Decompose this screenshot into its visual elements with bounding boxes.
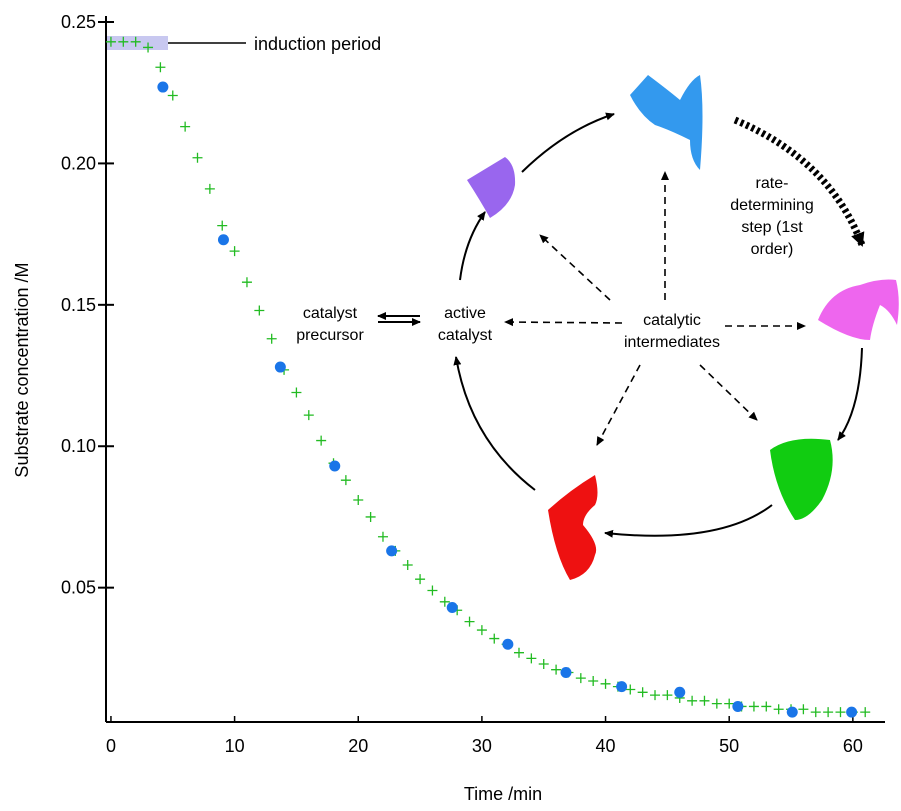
data-point	[773, 704, 784, 715]
data-point	[489, 633, 500, 644]
induction-band	[106, 36, 168, 50]
data-point	[662, 690, 673, 701]
data-point	[329, 460, 341, 472]
data-point	[650, 690, 661, 701]
data-point	[415, 574, 426, 585]
data-point	[600, 678, 611, 689]
data-point	[386, 545, 398, 557]
x-tick-label: 20	[348, 736, 368, 756]
x-axis-label: Time /min	[464, 784, 542, 804]
data-point	[637, 687, 648, 698]
data-point	[687, 695, 698, 706]
data-point	[340, 475, 351, 486]
data-point	[575, 673, 586, 684]
data-point	[204, 183, 215, 194]
data-point	[476, 625, 487, 636]
diagram-label: intermediates	[624, 334, 720, 351]
data-point	[616, 681, 628, 693]
y-axis-label: Substrate concentration /M	[12, 262, 32, 477]
data-point	[130, 36, 141, 47]
diagram-label: step (1st	[741, 219, 803, 236]
data-point	[860, 707, 871, 718]
data-point	[439, 596, 450, 607]
data-point	[810, 707, 821, 718]
data-point	[402, 560, 413, 571]
data-point	[303, 410, 314, 421]
data-point	[241, 277, 252, 288]
data-point	[316, 435, 327, 446]
y-tick-label: 0.25	[61, 12, 96, 32]
x-tick-label: 40	[596, 736, 616, 756]
data-point	[365, 511, 376, 522]
data-point	[167, 90, 178, 101]
y-tick-label: 0.20	[61, 153, 96, 173]
data-point	[353, 494, 364, 505]
data-point	[588, 675, 599, 686]
x-tick-label: 0	[106, 736, 116, 756]
data-point	[266, 333, 277, 344]
data-point	[711, 698, 722, 709]
data-point	[625, 684, 636, 695]
diagram-label: catalytic	[643, 312, 701, 329]
y-tick-label: 0.05	[61, 578, 96, 598]
diagram-label: catalyst	[438, 327, 493, 344]
data-point	[157, 81, 169, 93]
data-point	[464, 616, 475, 627]
x-tick-label: 50	[719, 736, 739, 756]
data-point	[551, 664, 562, 675]
diagram-label: precursor	[296, 327, 364, 344]
data-point	[446, 601, 458, 613]
diagram-label: active	[444, 305, 486, 322]
data-point	[155, 62, 166, 73]
data-point	[786, 706, 798, 718]
y-tick-label: 0.15	[61, 295, 96, 315]
diagram-label: order)	[751, 241, 794, 258]
data-point	[143, 42, 154, 53]
data-point	[217, 220, 228, 231]
x-tick-label: 10	[225, 736, 245, 756]
diagram-label: catalyst	[303, 305, 358, 322]
data-point	[502, 638, 514, 650]
data-point	[217, 234, 229, 246]
x-tick-label: 60	[843, 736, 863, 756]
catalytic-cycle	[377, 75, 899, 580]
data-point	[748, 701, 759, 712]
data-point	[427, 585, 438, 596]
data-point	[526, 653, 537, 664]
data-point	[538, 659, 549, 670]
diagram-label: determining	[730, 197, 814, 214]
data-point	[674, 686, 686, 698]
data-point	[254, 305, 265, 316]
data-point	[229, 246, 240, 257]
x-tick-label: 30	[472, 736, 492, 756]
data-point	[377, 531, 388, 542]
data-point	[798, 704, 809, 715]
data-point	[180, 121, 191, 132]
data-point	[291, 387, 302, 398]
data-point	[724, 698, 735, 709]
diagram-label: rate-	[756, 175, 789, 192]
data-point	[761, 701, 772, 712]
data-point	[846, 706, 858, 718]
data-point	[274, 361, 286, 373]
data-point	[835, 707, 846, 718]
data-point	[732, 700, 744, 712]
data-point	[105, 36, 116, 47]
data-point	[699, 695, 710, 706]
data-point	[192, 152, 203, 163]
data-point	[823, 707, 834, 718]
data-point	[560, 667, 572, 679]
data-point	[513, 647, 524, 658]
y-tick-label: 0.10	[61, 436, 96, 456]
data-point	[118, 36, 129, 47]
annotation: induction period	[254, 34, 381, 54]
